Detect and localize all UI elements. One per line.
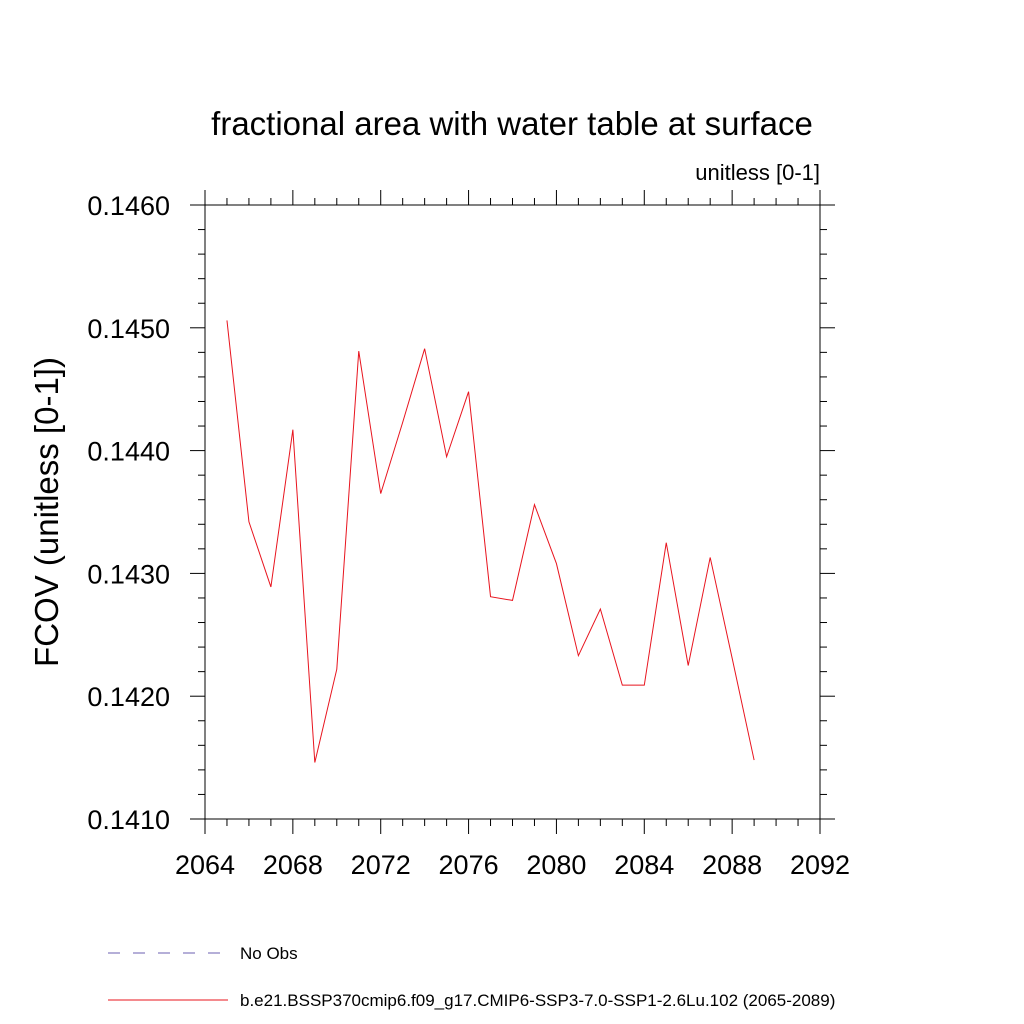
- y-tick-label: 0.1460: [87, 191, 170, 221]
- x-tick-label: 2092: [790, 850, 850, 880]
- y-tick-label: 0.1410: [87, 805, 170, 835]
- units-label: unitless [0-1]: [695, 160, 820, 185]
- y-tick-label: 0.1420: [87, 682, 170, 712]
- y-tick-label: 0.1450: [87, 314, 170, 344]
- y-axis-label: FCOV (unitless [0-1]): [28, 357, 65, 667]
- legend-label-no-obs: No Obs: [240, 944, 298, 963]
- y-tick-label: 0.1430: [87, 559, 170, 589]
- tick-labels: 2064 2068 2072 2076 2080 2084 2088 2092 0.1410 0.…: [87, 191, 850, 880]
- legend-label-model: b.e21.BSSP370cmip6.f09_g17.CMIP6-SSP3-7.…: [240, 991, 835, 1010]
- y-tick-label: 0.1440: [87, 437, 170, 467]
- x-tick-label: 2088: [702, 850, 762, 880]
- tick-marks: [190, 190, 835, 834]
- legend: No Obs b.e21.BSSP370cmip6.f09_g17.CMIP6-…: [108, 944, 835, 1010]
- x-tick-label: 2072: [351, 850, 411, 880]
- x-tick-label: 2080: [526, 850, 586, 880]
- x-tick-label: 2064: [175, 850, 235, 880]
- chart-title: fractional area with water table at surf…: [211, 105, 813, 142]
- plot-frame: [204, 204, 821, 820]
- x-tick-label: 2068: [263, 850, 323, 880]
- series-line-0: [226, 320, 755, 763]
- x-tick-label: 2076: [439, 850, 499, 880]
- series-lines: [226, 320, 755, 763]
- x-tick-label: 2084: [614, 850, 674, 880]
